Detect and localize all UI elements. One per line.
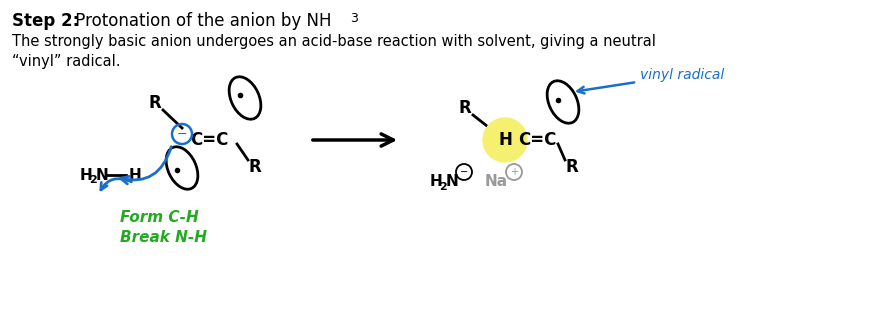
Text: H: H (430, 175, 443, 189)
Text: The strongly basic anion undergoes an acid-base reaction with solvent, giving a : The strongly basic anion undergoes an ac… (12, 34, 656, 49)
Text: N: N (446, 175, 459, 189)
Text: vinyl radical: vinyl radical (640, 68, 725, 82)
Text: H: H (129, 168, 142, 182)
Circle shape (483, 118, 527, 162)
Text: −: − (177, 127, 187, 141)
Text: Step 2:: Step 2: (12, 12, 79, 30)
Text: R: R (249, 158, 261, 176)
Text: N: N (96, 168, 108, 182)
Text: 2: 2 (89, 175, 97, 185)
Text: +: + (510, 167, 518, 177)
Text: “vinyl” radical.: “vinyl” radical. (12, 54, 121, 69)
Text: H: H (498, 131, 512, 149)
FancyArrowPatch shape (101, 179, 131, 190)
Text: R: R (458, 99, 472, 117)
FancyArrowPatch shape (577, 82, 634, 93)
Text: C=C: C=C (518, 131, 557, 149)
Text: 3: 3 (350, 12, 358, 25)
Text: 2: 2 (439, 182, 447, 192)
Text: Form C-H
Break N-H: Form C-H Break N-H (120, 210, 207, 245)
Text: R: R (566, 158, 578, 176)
Text: R: R (148, 94, 162, 112)
Text: C=C: C=C (190, 131, 228, 149)
Text: Protonation of the anion by NH: Protonation of the anion by NH (70, 12, 331, 30)
Text: H: H (80, 168, 92, 182)
Text: Na: Na (485, 175, 508, 189)
Text: −: − (460, 167, 468, 177)
FancyArrowPatch shape (121, 147, 171, 184)
